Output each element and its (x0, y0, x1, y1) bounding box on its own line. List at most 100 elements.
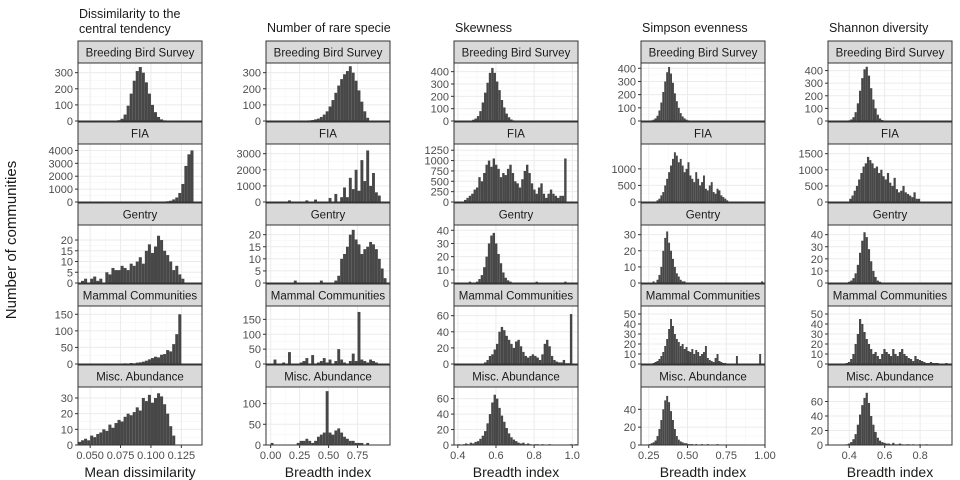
histogram-bar (377, 258, 381, 283)
plot-panel (266, 306, 390, 364)
histogram-bar (93, 437, 97, 445)
histogram-bar (681, 165, 684, 202)
facet-strip-label: Gentry (311, 210, 346, 222)
histogram-bar (681, 281, 684, 283)
facet-strip-label: FIA (694, 129, 712, 141)
y-tick-label: 200 (805, 91, 823, 103)
histogram-bar (673, 266, 676, 283)
histogram-bar (870, 416, 873, 445)
histogram-bar (175, 197, 179, 202)
facet-strip-label: Gentry (686, 210, 721, 222)
histogram-bar (860, 173, 863, 202)
histogram-bar (163, 354, 167, 364)
histogram-bar (517, 442, 520, 445)
histogram-bar (503, 330, 506, 364)
histogram-bar (78, 441, 82, 445)
histogram-bar (160, 354, 164, 364)
histogram-bar (687, 351, 690, 364)
histogram-bar (351, 229, 355, 283)
facet-strip-label: FIA (507, 129, 525, 141)
histogram-bar (540, 183, 543, 202)
histogram-bar (138, 362, 142, 364)
plot-panel-border (265, 386, 391, 446)
histogram-bar (150, 252, 154, 283)
histogram-bar (685, 119, 688, 121)
histogram-bar (673, 334, 676, 364)
histogram-bar (849, 198, 852, 202)
histogram-bar (683, 281, 686, 283)
plot-panel-border (453, 143, 579, 203)
histogram-bar (697, 352, 700, 364)
histogram-bar (316, 436, 320, 445)
y-tick-label: 300 (618, 76, 636, 88)
histogram-bar (850, 119, 853, 121)
histogram-bar (533, 189, 536, 202)
histogram-bar (507, 433, 511, 445)
y-tick-label: 300 (243, 68, 261, 80)
plot-panel (641, 225, 765, 283)
y-tick-label: 0 (255, 197, 261, 209)
histogram-bar (670, 73, 672, 121)
y-tick-label: 30 (437, 238, 449, 250)
histogram-bar (885, 443, 888, 445)
histogram-bar (354, 442, 358, 445)
histogram-bar (716, 188, 719, 202)
histogram-bar (662, 192, 665, 202)
histogram-bar (166, 413, 170, 445)
histogram-bar (890, 356, 893, 364)
y-tick-label: 50 (249, 344, 261, 356)
histogram-bar (500, 326, 504, 364)
histogram-bar (322, 432, 326, 445)
histogram-bar (172, 270, 176, 283)
plot-panel-border (453, 386, 579, 446)
histogram-bar (907, 358, 910, 364)
histogram-bar (883, 442, 886, 445)
histogram-bar (695, 350, 698, 364)
histogram-bar (523, 170, 527, 202)
histogram-bar (538, 359, 542, 364)
histogram-bar (81, 280, 85, 283)
facet-panel: FIA 0 1000 2000 3000 (237, 121, 391, 209)
histogram-bar (861, 78, 864, 121)
histogram-bar (343, 254, 346, 283)
histogram-bar (872, 99, 875, 121)
histogram-bar (887, 443, 890, 445)
y-tick-label: 0 (817, 197, 823, 209)
histogram-bar (547, 193, 550, 202)
y-tick-label: 30 (61, 393, 73, 405)
y-tick-label: 15 (249, 242, 261, 254)
histogram-bar (921, 361, 924, 364)
histogram-bar (718, 361, 721, 364)
x-tick-label: 0.075 (107, 450, 135, 462)
histogram-bar (515, 341, 518, 364)
y-tick-label: 150 (243, 314, 261, 326)
histogram-bar (169, 426, 173, 445)
histogram-bar (502, 173, 505, 202)
histogram-bar (138, 67, 142, 121)
histogram-bar (859, 90, 862, 121)
histogram-bar (856, 334, 859, 364)
facet-strip-label: Mammal Communities (271, 291, 386, 303)
histogram-bar (117, 419, 121, 445)
plot-panel-border (827, 143, 953, 203)
histogram-bar (718, 190, 721, 202)
histogram-bar (847, 443, 851, 445)
histogram-bar (114, 423, 118, 445)
y-tick-label: 2000 (49, 171, 73, 183)
histogram-bar (464, 199, 467, 202)
y-tick-label: 500 (431, 176, 449, 188)
histogram-bar (472, 119, 475, 121)
histogram-bar (153, 356, 158, 364)
histogram-bar (175, 265, 179, 283)
y-tick-label: 20 (811, 254, 823, 266)
facet-strip-label: Gentry (499, 210, 534, 222)
histogram-bar (658, 274, 661, 283)
histogram-bar (135, 261, 139, 283)
histogram-bar (564, 158, 567, 202)
facet-panel: Breeding Bird Survey 0 100 200 300 (243, 40, 391, 128)
y-tick-label: 3000 (49, 158, 73, 170)
histogram-bar (929, 362, 933, 364)
histogram-bar (876, 280, 879, 283)
y-tick-label: 200 (55, 84, 73, 96)
